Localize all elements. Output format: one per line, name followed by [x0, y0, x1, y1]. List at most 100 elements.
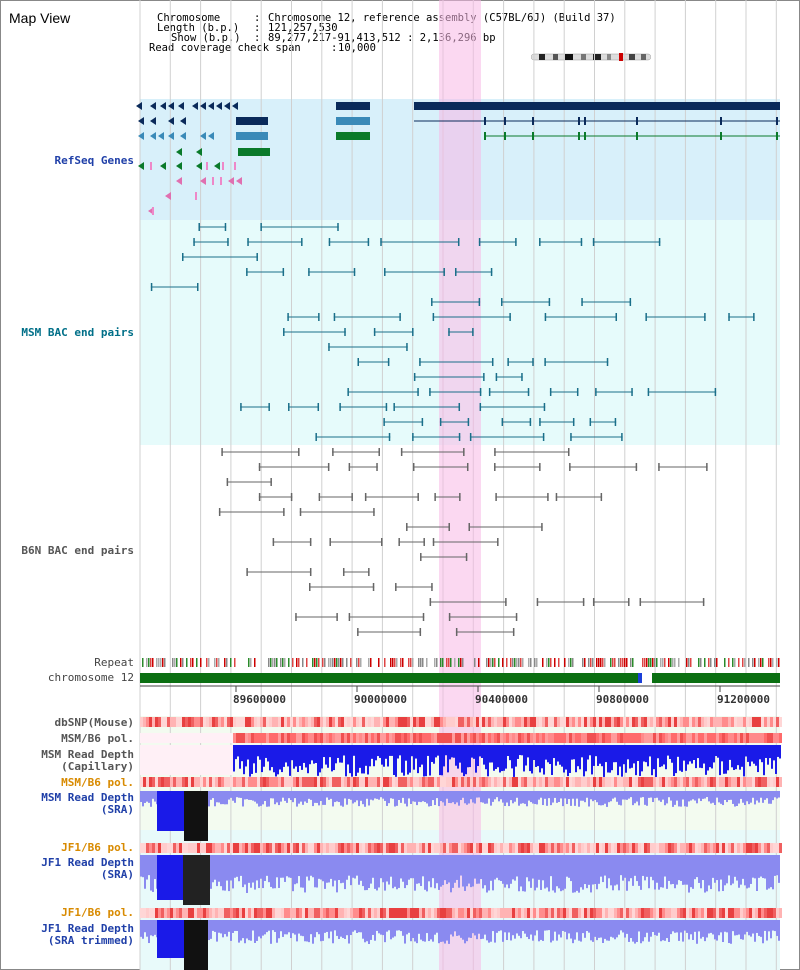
heat-cell	[557, 908, 560, 918]
scale-label: 90400000	[475, 693, 528, 706]
heat-cell	[416, 843, 419, 853]
track-label-msm-depth-sra[interactable]: MSM Read Depth	[41, 791, 134, 804]
track-label-chromosome[interactable]: chromosome 12	[47, 671, 134, 684]
track-label-jf1-depth-trimmed[interactable]: JF1 Read Depth	[41, 922, 134, 935]
heat-cell	[683, 843, 686, 853]
depth-bar	[452, 855, 454, 888]
heat-cell	[506, 733, 509, 743]
depth-bar	[446, 920, 448, 941]
heat-cell	[464, 843, 467, 853]
track-label-dbsnp[interactable]: dbSNP(Mouse)	[54, 716, 134, 729]
repeat-block	[768, 658, 770, 667]
bac-end	[702, 598, 705, 606]
heat-cell	[764, 777, 767, 787]
repeat-block	[506, 658, 508, 667]
depth-bar	[295, 745, 297, 767]
track-label-msm-depth-capillary[interactable]: MSM Read Depth	[41, 748, 134, 761]
repeat-block	[602, 658, 604, 667]
heat-cell	[317, 733, 320, 743]
depth-bar	[652, 920, 654, 932]
heat-cell	[236, 733, 239, 743]
depth-bar	[314, 920, 316, 938]
bac-end	[629, 298, 632, 306]
track-label-jf1-b6-pol-2[interactable]: JF1/B6 pol.	[61, 906, 134, 919]
depth-bar	[150, 791, 152, 807]
depth-bar	[334, 920, 336, 931]
repeat-block	[254, 658, 256, 667]
heat-cell	[302, 733, 305, 743]
heat-cell	[374, 908, 377, 918]
depth-bar	[550, 920, 552, 943]
heat-strips	[140, 717, 782, 918]
gene-feature	[238, 148, 270, 156]
length-sep: :	[254, 22, 261, 34]
heat-cell	[446, 843, 449, 853]
depth-bar	[390, 855, 392, 877]
depth-bar	[460, 920, 462, 938]
heat-cell	[752, 733, 755, 743]
heat-cell	[305, 843, 308, 853]
heat-cell	[302, 843, 305, 853]
heat-cell	[281, 717, 284, 727]
depth-bar	[752, 920, 754, 934]
depth-bar	[238, 855, 240, 882]
heat-cell	[623, 908, 626, 918]
heat-cell	[320, 777, 323, 787]
heat-cell	[347, 733, 350, 743]
track-label-refseq[interactable]: RefSeq Genes	[54, 154, 134, 167]
repeat-block	[208, 658, 210, 667]
track-label-repeat[interactable]: Repeat	[94, 656, 134, 669]
heat-cell	[653, 717, 656, 727]
track-label-b6n-bac[interactable]: B6N BAC end pairs	[21, 544, 134, 557]
depth-bar	[516, 791, 518, 798]
heat-cell	[608, 908, 611, 918]
depth-bar	[507, 745, 509, 757]
heat-cell	[521, 717, 524, 727]
heat-cell	[176, 777, 179, 787]
depth-bar	[404, 855, 406, 889]
repeat-block	[478, 658, 480, 667]
track-label-jf1-b6-pol[interactable]: JF1/B6 pol.	[61, 841, 134, 854]
depth-bar	[546, 791, 548, 806]
depth-bar	[260, 855, 262, 879]
heat-cell	[473, 733, 476, 743]
heat-cell	[320, 733, 323, 743]
heat-cell	[467, 717, 470, 727]
depth-bar	[432, 855, 434, 879]
heat-cell	[524, 733, 527, 743]
highlight-region[interactable]	[439, 0, 481, 970]
depth-bar	[578, 791, 580, 807]
heat-cell	[197, 843, 200, 853]
depth-bar	[516, 855, 518, 877]
heat-cell	[146, 777, 149, 787]
heat-cell	[518, 777, 521, 787]
depth-bar	[396, 855, 398, 890]
heat-cell	[704, 733, 707, 743]
depth-bar	[654, 855, 656, 890]
track-label-jf1-depth-sra[interactable]: JF1 Read Depth	[41, 856, 134, 869]
depth-bar	[422, 855, 424, 877]
bac-end	[298, 448, 300, 456]
depth-bar	[571, 745, 573, 760]
depth-bar	[675, 745, 677, 774]
track-label-msm-bac[interactable]: MSM BAC end pairs	[21, 326, 134, 339]
depth-bar	[451, 745, 453, 758]
repeat-block	[426, 658, 428, 667]
scale-label: 89600000	[233, 693, 286, 706]
chromosome-ideogram[interactable]	[531, 53, 651, 61]
track-label-msm-b6-pol[interactable]: MSM/B6 pol.	[61, 732, 134, 745]
heat-cell	[749, 733, 752, 743]
depth-bar	[386, 791, 388, 806]
track-label-msm-b6-pol-2[interactable]: MSM/B6 pol.	[61, 776, 134, 789]
depth-bar	[266, 920, 268, 933]
heat-cell	[698, 717, 701, 727]
heat-cell	[665, 777, 668, 787]
heat-cell	[515, 777, 518, 787]
depth-bar	[676, 791, 678, 801]
heat-cell	[161, 777, 164, 787]
depth-bar	[256, 791, 258, 804]
depth-bar	[586, 855, 588, 889]
depth-bar	[458, 920, 460, 936]
depth-bar	[383, 745, 385, 767]
